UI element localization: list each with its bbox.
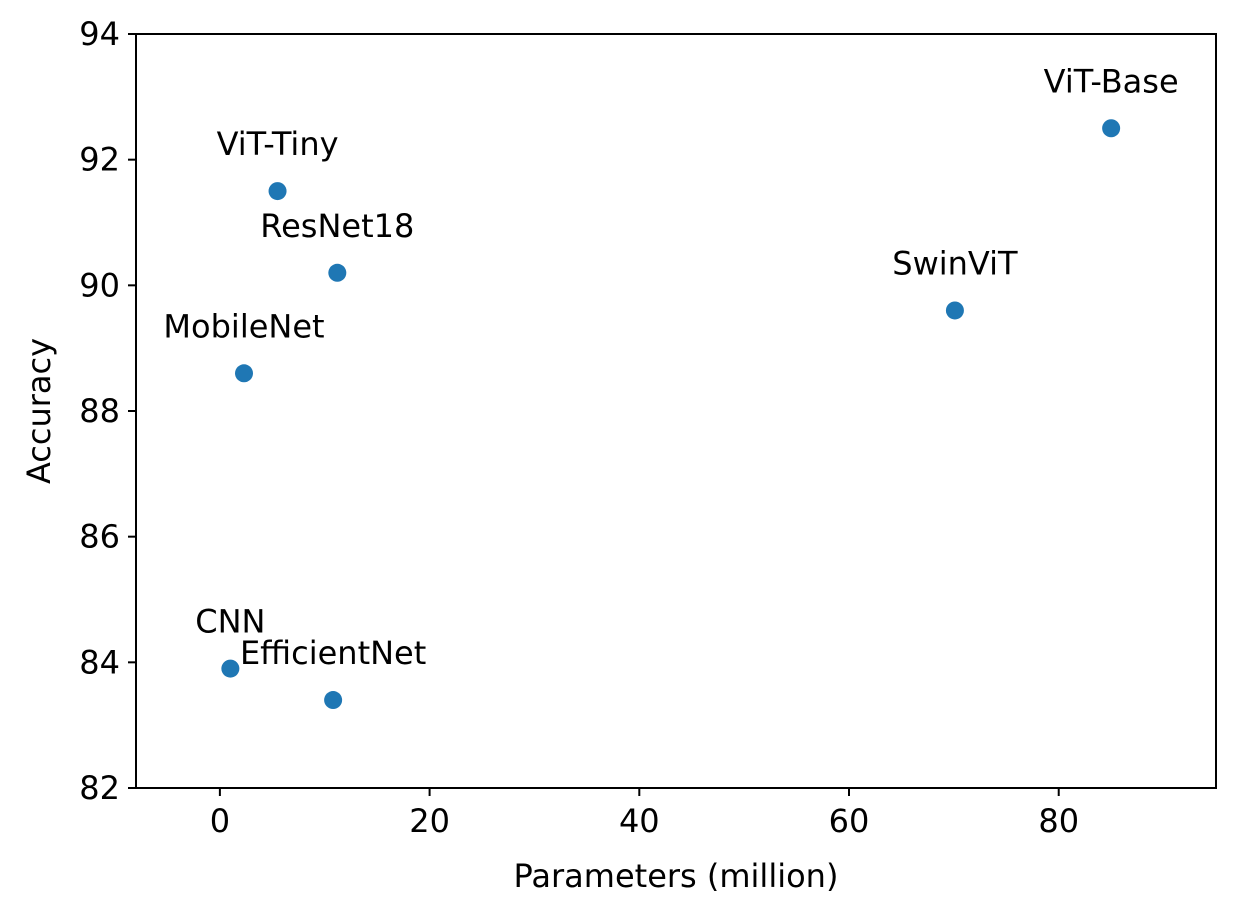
scatter-point: [324, 691, 343, 710]
x-axis-title: Parameters (million): [514, 857, 839, 895]
x-tick-label: 40: [619, 802, 660, 840]
y-tick-label: 84: [79, 643, 120, 681]
y-tick-label: 82: [79, 769, 120, 807]
data-layer: ViT-Base ViT-Tiny ResNet18 SwinViT MobileNet…: [163, 62, 1179, 710]
x-axis-ticks: 0 20 40 60 80: [210, 788, 1079, 840]
scatter-point: [268, 182, 287, 201]
y-tick-label: 94: [79, 15, 120, 53]
point-label: ViT-Tiny: [217, 125, 339, 163]
point-label: EfficientNet: [240, 634, 426, 672]
point-label: ViT-Base: [1044, 62, 1179, 100]
y-tick-label: 88: [79, 392, 120, 430]
scatter-point: [328, 263, 347, 282]
x-tick-label: 80: [1038, 802, 1079, 840]
scatter-point: [235, 364, 253, 383]
point-label: ResNet18: [260, 207, 414, 245]
y-axis-ticks: 82 84 86 88 90 92 94: [79, 15, 136, 807]
scatter-point: [1102, 119, 1121, 138]
y-tick-label: 86: [79, 518, 120, 556]
y-tick-label: 92: [79, 141, 120, 179]
y-axis-title: Accuracy: [20, 338, 58, 484]
x-tick-label: 0: [210, 802, 230, 840]
scatter-point: [221, 659, 240, 678]
point-label: SwinViT: [892, 244, 1018, 282]
scatter-point: [945, 301, 964, 320]
y-tick-label: 90: [79, 266, 120, 304]
point-label: MobileNet: [163, 307, 324, 345]
x-tick-label: 60: [829, 802, 870, 840]
point-label: CNN: [195, 603, 265, 641]
x-tick-label: 20: [409, 802, 450, 840]
